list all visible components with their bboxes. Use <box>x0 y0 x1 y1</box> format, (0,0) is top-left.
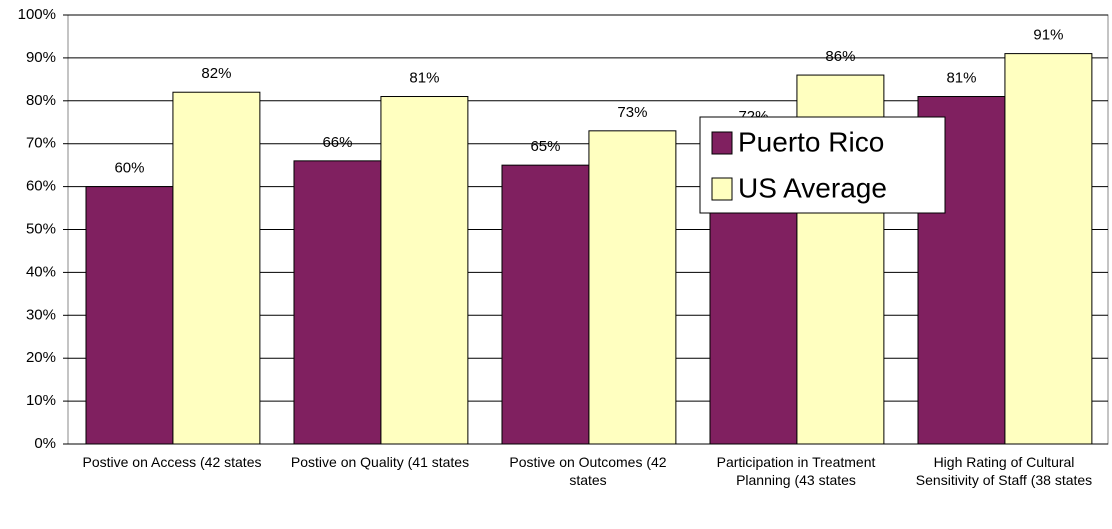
legend-box <box>699 116 946 214</box>
data-label: 86% <box>825 48 855 65</box>
bar <box>588 130 677 445</box>
data-label: 73% <box>617 104 647 121</box>
bar <box>501 164 590 445</box>
bar <box>293 160 382 445</box>
data-label: 66% <box>322 134 352 151</box>
y-tick-label: 80% <box>26 92 56 109</box>
data-label: 65% <box>530 138 560 155</box>
y-tick-label: 40% <box>26 263 56 280</box>
legend-swatch <box>711 177 733 201</box>
legend-label: US Average <box>738 172 887 203</box>
x-tick-label: Postive on Outcomes (42 states <box>509 454 667 488</box>
legend-swatch <box>711 131 733 155</box>
x-tick-label: Postive on Quality (41 states <box>290 454 470 470</box>
x-tick-label: Postive on Access (42 states <box>82 454 262 470</box>
bar <box>172 91 261 445</box>
y-tick-label: 0% <box>34 435 56 452</box>
y-tick-label: 20% <box>26 349 56 366</box>
x-tick-label: Participation in Treatment Planning (43 … <box>716 454 876 488</box>
legend-label: Puerto Rico <box>738 126 884 157</box>
data-label: 81% <box>409 69 439 86</box>
y-tick-label: 10% <box>26 392 56 409</box>
legend: Puerto Rico US Average <box>699 116 946 214</box>
y-tick-label: 100% <box>18 6 56 23</box>
data-label: 60% <box>114 160 144 177</box>
y-tick-label: 90% <box>26 49 56 66</box>
x-tick-label: High Rating of Cultural Sensitivity of S… <box>915 454 1093 488</box>
bar <box>380 96 469 445</box>
data-label: 91% <box>1033 27 1063 44</box>
bar <box>1004 53 1093 445</box>
y-tick-label: 30% <box>26 306 56 323</box>
data-label: 81% <box>946 69 976 86</box>
bar <box>85 186 174 445</box>
y-tick-label: 50% <box>26 220 56 237</box>
data-label: 82% <box>201 65 231 82</box>
y-tick-label: 70% <box>26 135 56 152</box>
y-tick-label: 60% <box>26 178 56 195</box>
